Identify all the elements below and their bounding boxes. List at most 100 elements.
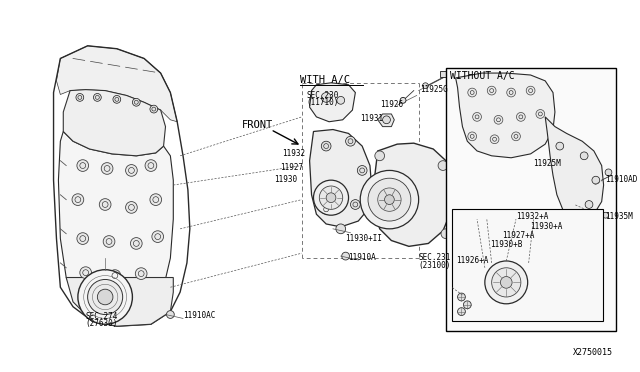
- Circle shape: [321, 141, 331, 151]
- Text: 11930+A: 11930+A: [531, 222, 563, 231]
- Circle shape: [109, 270, 121, 281]
- Circle shape: [125, 202, 137, 213]
- Circle shape: [93, 93, 101, 101]
- Text: SEC.231: SEC.231: [419, 253, 451, 262]
- Text: 11932+A: 11932+A: [516, 212, 548, 221]
- Circle shape: [99, 199, 111, 210]
- Text: SEC.274: SEC.274: [86, 312, 118, 321]
- Circle shape: [458, 308, 465, 315]
- Circle shape: [400, 97, 406, 103]
- Circle shape: [500, 276, 512, 288]
- Circle shape: [125, 164, 137, 176]
- Text: 11930+B: 11930+B: [490, 240, 522, 248]
- Text: 11930: 11930: [275, 175, 298, 184]
- Circle shape: [336, 224, 346, 234]
- Circle shape: [438, 161, 448, 170]
- Circle shape: [103, 235, 115, 247]
- Text: FRONT: FRONT: [241, 120, 273, 130]
- Circle shape: [321, 205, 331, 214]
- Text: X2750015: X2750015: [573, 348, 613, 357]
- Circle shape: [458, 293, 465, 301]
- Circle shape: [441, 229, 451, 238]
- Circle shape: [72, 194, 84, 205]
- Polygon shape: [56, 46, 177, 122]
- Polygon shape: [375, 143, 450, 246]
- Text: 11925M: 11925M: [534, 159, 561, 168]
- Circle shape: [536, 110, 545, 118]
- Circle shape: [603, 212, 609, 218]
- Circle shape: [580, 152, 588, 160]
- Text: WITH A/C: WITH A/C: [300, 75, 350, 85]
- Circle shape: [88, 279, 123, 314]
- Text: 11935M: 11935M: [605, 212, 634, 221]
- Circle shape: [468, 132, 477, 141]
- Text: 11910AD: 11910AD: [605, 175, 638, 184]
- Circle shape: [375, 151, 385, 161]
- Circle shape: [77, 160, 88, 171]
- Circle shape: [385, 195, 394, 205]
- Circle shape: [346, 137, 355, 146]
- Circle shape: [166, 311, 174, 318]
- Circle shape: [516, 112, 525, 121]
- Text: 11927+A: 11927+A: [502, 231, 535, 240]
- Polygon shape: [66, 278, 173, 326]
- Circle shape: [487, 86, 496, 95]
- Polygon shape: [456, 73, 555, 158]
- Text: 11925G: 11925G: [420, 85, 449, 94]
- Circle shape: [468, 88, 477, 97]
- Polygon shape: [58, 131, 173, 317]
- Circle shape: [492, 268, 521, 297]
- Circle shape: [321, 93, 331, 102]
- Text: 11930+II: 11930+II: [346, 234, 383, 243]
- Circle shape: [314, 180, 349, 215]
- Circle shape: [605, 169, 612, 176]
- Circle shape: [152, 231, 164, 243]
- Circle shape: [326, 193, 336, 202]
- Text: 11931: 11931: [360, 114, 383, 123]
- Polygon shape: [63, 90, 166, 156]
- Circle shape: [368, 178, 411, 221]
- Circle shape: [150, 105, 157, 113]
- Circle shape: [337, 96, 345, 104]
- Text: SEC.230: SEC.230: [307, 91, 339, 100]
- Bar: [440, 71, 450, 77]
- Circle shape: [135, 268, 147, 279]
- Polygon shape: [545, 117, 604, 219]
- Text: WITHOUT A/C: WITHOUT A/C: [450, 71, 515, 81]
- Circle shape: [556, 142, 564, 150]
- Circle shape: [490, 135, 499, 144]
- Circle shape: [132, 98, 140, 106]
- Circle shape: [463, 301, 471, 309]
- Circle shape: [511, 132, 520, 141]
- Text: 11910A: 11910A: [349, 253, 376, 262]
- Circle shape: [422, 83, 428, 89]
- Circle shape: [585, 201, 593, 208]
- Polygon shape: [310, 83, 355, 122]
- Circle shape: [473, 112, 481, 121]
- Text: (23100): (23100): [419, 261, 451, 270]
- Circle shape: [145, 160, 157, 171]
- Circle shape: [357, 166, 367, 175]
- Circle shape: [76, 93, 84, 101]
- Circle shape: [97, 289, 113, 305]
- Circle shape: [342, 252, 349, 260]
- Text: 11926: 11926: [380, 100, 403, 109]
- Text: 11927: 11927: [280, 163, 303, 171]
- Circle shape: [351, 200, 360, 209]
- Bar: [452, 209, 603, 321]
- Text: (27630): (27630): [86, 320, 118, 328]
- Circle shape: [80, 267, 92, 279]
- Polygon shape: [310, 129, 372, 227]
- Text: 11926+A: 11926+A: [456, 256, 488, 265]
- Text: 11932: 11932: [282, 149, 305, 158]
- Circle shape: [150, 194, 162, 205]
- Bar: [446, 68, 616, 331]
- Circle shape: [507, 88, 515, 97]
- Circle shape: [113, 96, 121, 103]
- Text: (11710): (11710): [307, 98, 339, 108]
- Circle shape: [494, 115, 503, 124]
- Circle shape: [526, 86, 535, 95]
- Text: 11910AC: 11910AC: [183, 311, 216, 320]
- Circle shape: [131, 238, 142, 249]
- Circle shape: [383, 116, 390, 124]
